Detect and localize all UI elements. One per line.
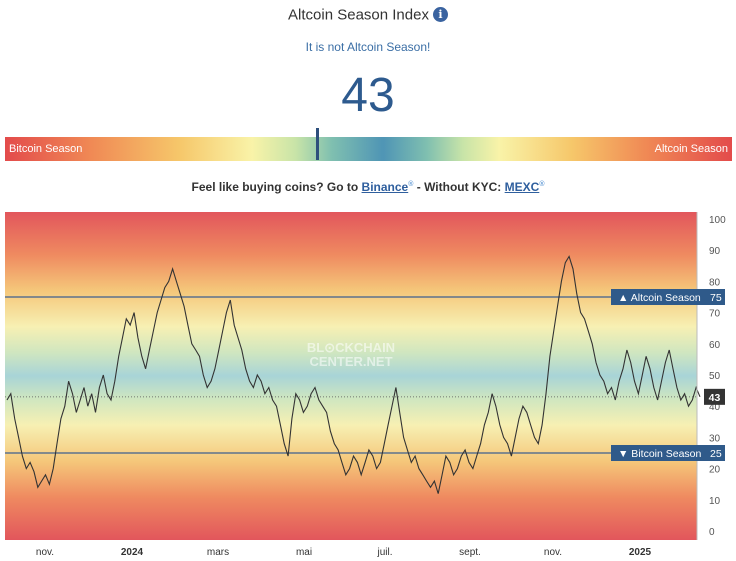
mexc-link[interactable]: MEXC [504,180,540,194]
altcoin-season-label: ▲ Altcoin Season [618,292,701,304]
y-tick-label: 70 [709,309,721,320]
y-tick-label: 80 [709,277,721,288]
index-value: 43 [341,69,395,122]
bitcoin-season-label-box [611,445,725,461]
bitcoin-season-label: ▼ Bitcoin Season [618,448,702,460]
page-title: Altcoin Season Index [288,6,429,24]
info-icon[interactable]: i [432,7,448,23]
bitcoin-threshold-value: 25 [710,448,722,460]
x-tick-label: juil. [376,547,392,558]
current-value-label-box [704,388,725,405]
x-tick-label: mai [296,547,312,558]
season-gauge: Bitcoin Season Altcoin Season [5,137,732,161]
series-line [6,255,701,494]
altcoin-threshold-value: 75 [710,292,722,304]
promo-lead: Feel like buying coins? Go to [191,180,359,194]
gauge-needle [316,128,320,160]
y-tick-label: 10 [709,496,721,507]
promo-line: Feel like buying coins? Go to Binance® -… [0,180,736,194]
y-tick-label: 60 [709,340,721,351]
plot-background [5,212,697,540]
y-tick-label: 50 [709,371,721,382]
promo-mid: - Without KYC: [416,180,502,194]
binance-link[interactable]: Binance [361,180,409,194]
x-tick-label: mars [207,547,229,558]
y-tick-label: 0 [709,527,715,538]
x-tick-label: nov. [36,547,54,558]
x-tick-label: 2024 [121,547,144,558]
watermark-line-1: BL⊙CKCHAIN [307,340,395,355]
y-tick-label: 20 [709,465,721,476]
y-tick-label: 90 [709,246,721,257]
current-value-label: 43 [709,392,721,404]
gauge-bitcoin-label: Bitcoin Season [9,143,83,155]
y-tick-label: 100 [709,215,726,226]
y-tick-label: 40 [709,402,721,413]
x-tick-label: 2025 [629,547,652,558]
watermark-line-2: CENTER.NET [309,354,392,369]
altcoin-season-label-box [611,289,725,305]
y-tick-label: 30 [709,433,721,444]
season-status: It is not Altcoin Season! [305,40,431,54]
external-mark-icon: ® [539,181,545,188]
external-mark-icon: ® [408,181,414,188]
title-row: Altcoin Season Index i [0,6,736,24]
x-tick-label: nov. [544,547,562,558]
x-tick-label: sept. [459,547,481,558]
gauge-altcoin-label: Altcoin Season [654,143,728,155]
